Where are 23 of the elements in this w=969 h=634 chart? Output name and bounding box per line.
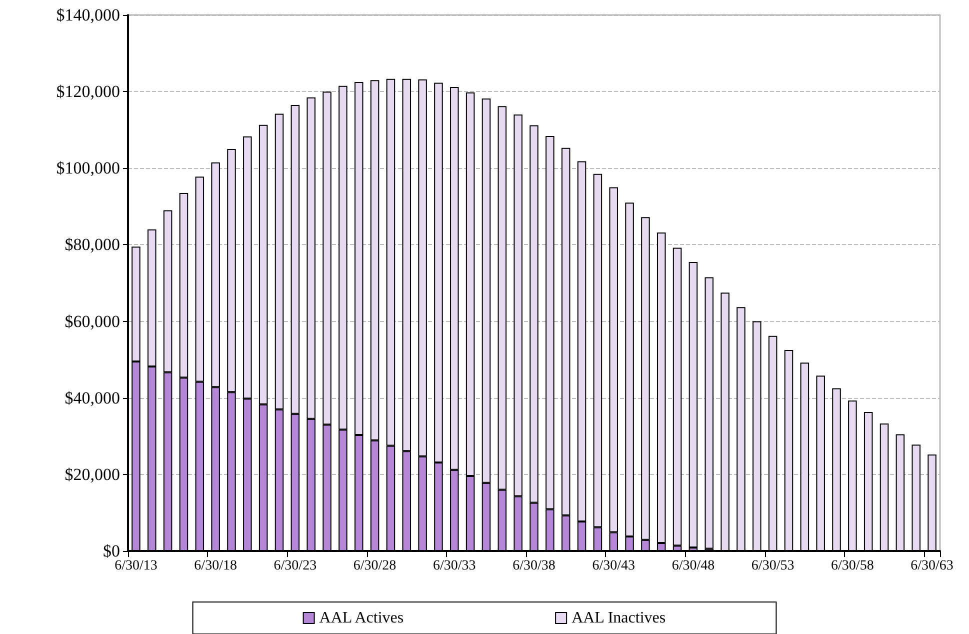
y-tick-label: $100,000 (56, 158, 120, 178)
y-tick-label: $60,000 (64, 312, 120, 331)
y-tick-label: $140,000 (56, 6, 120, 24)
bar (704, 277, 714, 549)
x-tick-label: 6/30/58 (831, 558, 874, 574)
y-tick-label: $120,000 (56, 82, 120, 102)
legend-label: AAL Inactives (572, 610, 666, 626)
x-tick-label: 6/30/53 (751, 558, 794, 574)
legend-label: AAL Actives (319, 610, 404, 626)
bar (688, 262, 698, 548)
x-tick-label: 6/30/28 (353, 558, 396, 574)
x-tick-label: 6/30/63 (910, 558, 954, 574)
x-tick-label: 6/30/18 (194, 558, 237, 574)
x-tick-label: 6/30/48 (672, 558, 715, 574)
x-tick-label: 6/30/13 (114, 558, 158, 574)
y-tick-label: $0 (103, 542, 120, 560)
x-tick-label: 6/30/33 (433, 558, 476, 574)
y-tick-label: $40,000 (64, 388, 120, 408)
x-tick-label: 6/30/38 (512, 558, 556, 574)
y-tick-label: $80,000 (64, 235, 120, 254)
x-tick-label: 6/30/43 (592, 558, 635, 574)
x-tick-label: 6/30/23 (274, 558, 317, 574)
y-tick-label: $20,000 (64, 464, 120, 484)
